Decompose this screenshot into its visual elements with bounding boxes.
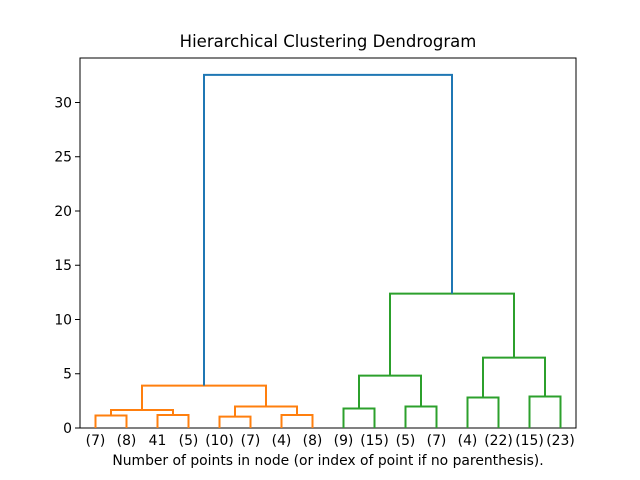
- dendrogram-links: [94, 73, 562, 428]
- dendrogram-link: [404, 405, 438, 428]
- x-tick-label: (7): [86, 433, 106, 449]
- dendrogram-link: [358, 374, 422, 409]
- y-tick-label: 10: [54, 312, 72, 328]
- y-tick-label: 5: [63, 367, 72, 383]
- dendrogram-link: [389, 292, 515, 376]
- y-tick-label: 25: [54, 150, 72, 166]
- dendrogram-link: [528, 395, 562, 428]
- y-tick-label: 0: [63, 421, 72, 437]
- x-tick-label: (5): [396, 433, 416, 449]
- plot-border: [79, 57, 577, 429]
- chart-title: Hierarchical Clustering Dendrogram: [180, 32, 477, 51]
- x-tick-label: (10): [205, 433, 234, 449]
- dendrogram-link: [280, 413, 314, 428]
- x-tick-label: (15): [515, 433, 544, 449]
- x-tick-label: (4): [458, 433, 478, 449]
- dendrogram-link: [141, 384, 267, 410]
- y-tick-label: 30: [54, 95, 72, 111]
- x-tick-label: (7): [241, 433, 261, 449]
- y-tick-label: 20: [54, 204, 72, 220]
- x-tick-label: (4): [272, 433, 292, 449]
- dendrogram-link: [466, 396, 500, 428]
- axes-layer: 0 5 10 15 20 25 30 (7) (8) 41 (5) (10) (7) (4) (8) (9) (…: [54, 57, 577, 449]
- x-tick-label: (23): [546, 433, 575, 449]
- x-tick-label: (9): [334, 433, 354, 449]
- x-tick-label: (8): [117, 433, 137, 449]
- dendrogram-link: [218, 415, 252, 428]
- dendrogram-link: [342, 407, 376, 428]
- dendrogram-link: [482, 356, 546, 398]
- x-tick-label: (5): [179, 433, 199, 449]
- x-tick-label: (8): [303, 433, 323, 449]
- x-tick-label: (15): [360, 433, 389, 449]
- dendrogram-link: [203, 73, 453, 386]
- dendrogram-link: [94, 414, 128, 428]
- x-tick-label: 41: [149, 433, 167, 449]
- x-tick-label: (22): [484, 433, 513, 449]
- dendrogram-link: [156, 413, 190, 428]
- x-axis-label: Number of points in node (or index of po…: [112, 453, 543, 469]
- y-tick-label: 15: [54, 258, 72, 274]
- x-tick-label: (7): [427, 433, 447, 449]
